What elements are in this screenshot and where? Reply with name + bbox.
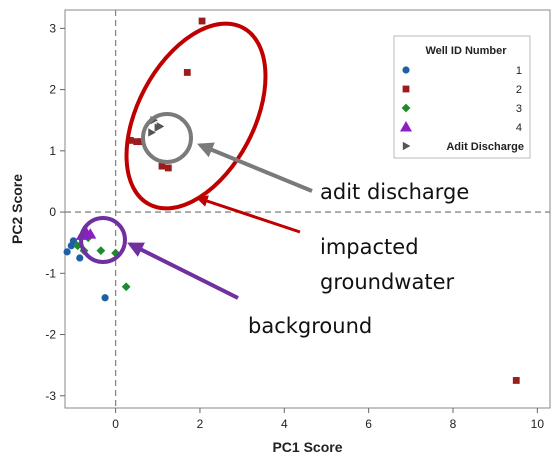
annotations: adit discharge impacted groundwater back… [248, 180, 469, 338]
x-tick-label: 4 [281, 417, 288, 431]
data-point-series-3 [121, 282, 131, 292]
legend-label-2: 2 [516, 84, 522, 96]
legend-marker-2 [402, 85, 410, 93]
data-point-series-1 [76, 254, 84, 262]
data-point-series-4 [84, 228, 97, 239]
y-axis-label: PC2 Score [9, 174, 25, 244]
y-tick-label: -2 [45, 328, 56, 342]
data-point-series-2 [183, 69, 191, 76]
data-point-series-3 [73, 241, 83, 251]
data-point-series-adit-discharge [156, 122, 165, 131]
y-tick-label: 3 [49, 21, 56, 35]
data-point-series-3 [96, 246, 106, 256]
arrow-background [127, 242, 239, 300]
data-point-series-1 [63, 248, 71, 256]
data-point-series-2 [133, 138, 141, 146]
legend-marker-adit-discharge [402, 141, 411, 151]
annotation-impacted: impacted [320, 235, 419, 259]
data-point-series-1 [101, 294, 109, 302]
annotation-adit-discharge: adit discharge [320, 180, 469, 204]
annotation-background: background [248, 314, 372, 338]
y-tick-label: 2 [49, 83, 56, 97]
x-axis-label: PC1 Score [272, 439, 342, 455]
y-tick-label: 0 [49, 205, 56, 219]
legend: Well ID Number 1 2 3 4 Adit Discharge [393, 35, 531, 159]
legend-label-4: 4 [516, 122, 522, 134]
reference-lines [65, 10, 550, 408]
legend-label-3: 3 [516, 103, 522, 115]
legend-marker-3 [401, 103, 411, 113]
legend-box [393, 35, 531, 159]
x-tick-label: 10 [531, 417, 545, 431]
legend-marker-1 [402, 66, 410, 74]
adit-discharge-circle [141, 112, 193, 164]
y-tick-label: -3 [45, 389, 56, 403]
plot-frame [64, 9, 551, 409]
data-point-series-1 [69, 237, 78, 245]
y-tick-label: 1 [49, 144, 56, 158]
legend-marker-4 [400, 121, 412, 132]
data-points [63, 17, 520, 384]
background-circle [79, 216, 127, 264]
x-tick-label: 0 [112, 417, 119, 431]
data-point-series-2 [164, 164, 172, 172]
data-point-series-2 [198, 17, 206, 25]
data-point-series-2 [137, 138, 145, 146]
data-point-series-2 [158, 162, 166, 170]
data-point-series-2 [512, 377, 520, 384]
x-axis: 0 2 4 6 8 10 [112, 408, 544, 431]
data-point-series-2 [126, 137, 134, 144]
x-tick-label: 8 [450, 417, 457, 431]
annotation-shapes [79, 21, 313, 300]
x-tick-label: 2 [197, 417, 204, 431]
legend-title: Well ID Number [425, 45, 507, 57]
y-axis: -3 -2 -1 0 1 2 3 [45, 21, 65, 403]
arrow-impacted-groundwater [195, 195, 301, 234]
data-point-series-adit-discharge [148, 128, 156, 137]
y-tick-label: -1 [45, 266, 56, 280]
arrow-adit-discharge [197, 142, 313, 193]
x-tick-label: 6 [365, 417, 372, 431]
annotation-groundwater: groundwater [320, 270, 454, 294]
impacted-groundwater-ellipse [124, 21, 268, 211]
legend-label-adit-discharge: Adit Discharge [446, 141, 524, 153]
data-point-series-3 [111, 248, 121, 258]
legend-label-1: 1 [516, 65, 522, 77]
